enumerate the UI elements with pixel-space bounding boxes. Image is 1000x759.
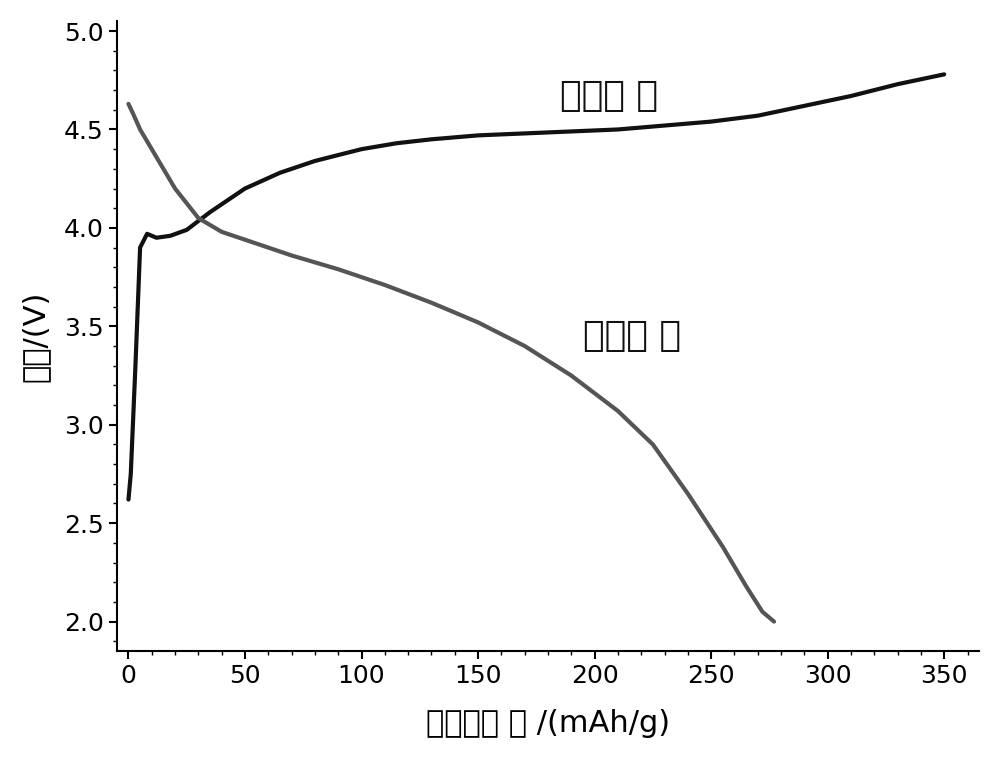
- X-axis label: 放电比容 量 /(mAh/g): 放电比容 量 /(mAh/g): [426, 709, 670, 739]
- Text: 放电曲 线: 放电曲 线: [583, 320, 681, 353]
- Y-axis label: 电压/(V): 电压/(V): [21, 291, 50, 382]
- Text: 充电曲 线: 充电曲 线: [560, 79, 658, 113]
